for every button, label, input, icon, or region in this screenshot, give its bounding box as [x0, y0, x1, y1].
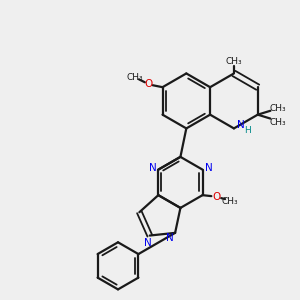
Text: CH₃: CH₃	[269, 118, 286, 127]
Text: H: H	[244, 126, 251, 135]
Text: N: N	[205, 163, 212, 173]
Text: CH₃: CH₃	[222, 196, 238, 206]
Text: CH₃: CH₃	[269, 104, 286, 113]
Text: O: O	[145, 79, 153, 89]
Text: N: N	[144, 238, 152, 248]
Text: N: N	[166, 233, 174, 243]
Text: N: N	[148, 163, 156, 173]
Text: CH₃: CH₃	[127, 73, 143, 82]
Text: CH₃: CH₃	[226, 57, 242, 66]
Text: O: O	[212, 192, 220, 202]
Text: N: N	[237, 121, 245, 130]
